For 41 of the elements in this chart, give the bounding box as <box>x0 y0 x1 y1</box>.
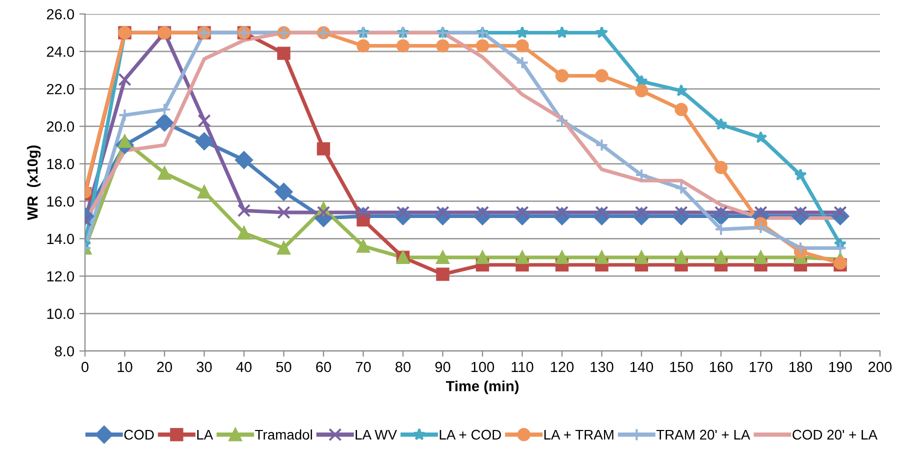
x-tick-label: 70 <box>356 362 371 372</box>
x-tick-label: 120 <box>550 362 574 372</box>
x-tick-label: 50 <box>276 362 292 372</box>
legend-label: COD 20' + LA <box>792 430 878 440</box>
y-tick-label: 10.0 <box>47 308 74 319</box>
y-tick-label: 22.0 <box>46 84 74 94</box>
x-tick-label: 200 <box>868 362 892 372</box>
legend-label: COD <box>124 430 154 440</box>
legend-label: LA + TRAM <box>544 430 614 440</box>
legend-label: LA <box>197 430 214 440</box>
x-tick-label: 180 <box>789 362 812 372</box>
y-axis-title: WR (x10g) <box>26 146 41 220</box>
y-tick-label: 14.0 <box>47 234 74 244</box>
x-tick-label: 80 <box>396 362 411 372</box>
y-tick-label: 26.0 <box>46 9 74 20</box>
legend-label: LA WV <box>356 430 397 440</box>
y-tick-label: 16.0 <box>47 196 74 207</box>
x-tick-label: 10 <box>118 362 132 372</box>
legend-label: LA + COD <box>440 430 501 440</box>
x-tick-label: 110 <box>512 362 534 372</box>
y-tick-label: 24.0 <box>46 46 74 57</box>
y-tick-label: 20.0 <box>46 121 74 132</box>
x-tick-label: 170 <box>750 362 772 372</box>
x-tick-label: 150 <box>670 362 693 372</box>
legend-label: Tramadol <box>255 429 312 440</box>
x-tick-label: 100 <box>471 362 494 372</box>
x-tick-label: 30 <box>196 362 212 372</box>
x-tick-label: 60 <box>316 362 332 372</box>
x-tick-label: 190 <box>829 362 852 372</box>
x-tick-label: 40 <box>236 362 252 372</box>
x-tick-label: 90 <box>435 362 450 372</box>
legend-label: TRAM 20' + LA <box>656 430 750 440</box>
x-tick-label: 160 <box>710 362 733 372</box>
x-tick-label: 0 <box>82 362 88 372</box>
x-axis-title: Time (min) <box>446 380 519 394</box>
y-tick-label: 12.0 <box>47 271 74 282</box>
x-tick-label: 140 <box>630 362 654 372</box>
y-tick-label: 18.0 <box>47 158 74 170</box>
x-tick-label: 130 <box>590 362 614 372</box>
y-tick-label: 8.0 <box>54 346 74 356</box>
x-tick-label: 20 <box>157 362 172 372</box>
